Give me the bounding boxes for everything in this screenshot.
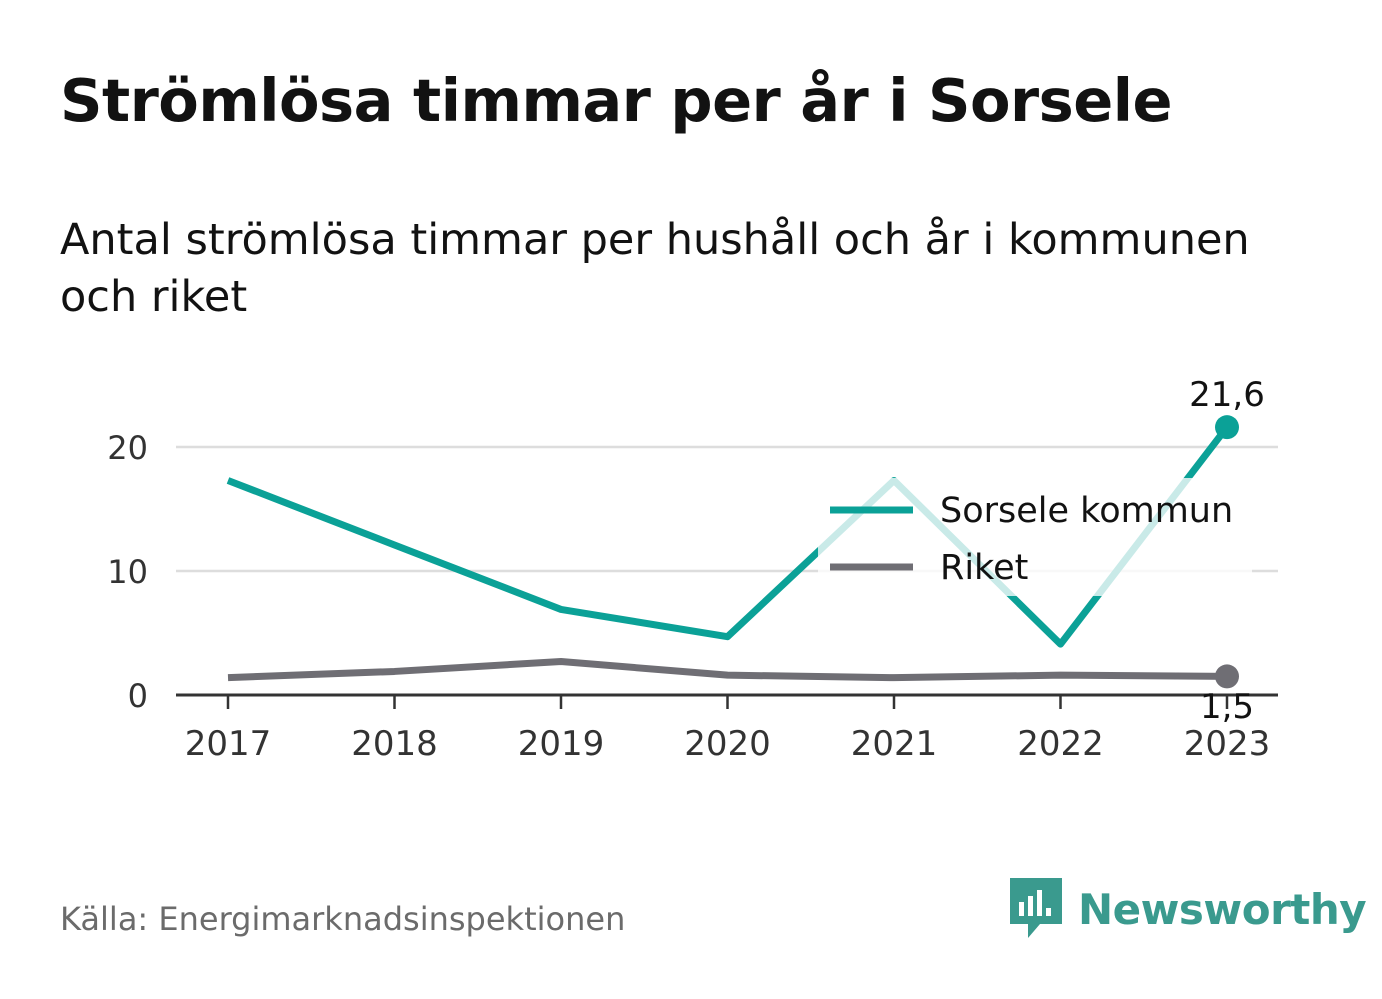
newsworthy-logo-icon — [1010, 878, 1062, 938]
series-line-sorsele — [226, 425, 1230, 648]
x-tick-label: 2022 — [1017, 724, 1104, 764]
y-tick-label: 10 — [107, 553, 148, 591]
x-axis: 2017 2018 2019 2020 2021 2022 2023 — [176, 693, 1278, 764]
legend: Sorsele kommun Riket — [818, 478, 1252, 596]
x-tick-label: 2018 — [351, 724, 438, 764]
end-label-riket: 1,5 — [1200, 687, 1254, 727]
series-end-point-sorsele — [1215, 415, 1239, 440]
y-axis-labels: 0 10 20 — [107, 429, 148, 715]
newsworthy-brand: Newsworthy — [1010, 878, 1367, 940]
series-line-riket — [227, 658, 1228, 682]
chart-subtitle: Antal strömlösa timmar per hushåll och å… — [60, 215, 1250, 322]
series-lines — [226, 415, 1239, 689]
x-tick-label: 2019 — [518, 724, 605, 764]
y-tick-label: 20 — [107, 429, 148, 467]
x-tick-label: 2017 — [185, 724, 272, 764]
x-tick-label: 2020 — [684, 724, 771, 764]
brand-name: Newsworthy — [1078, 884, 1367, 934]
x-tick-label: 2021 — [851, 724, 938, 764]
series-end-point-riket — [1215, 664, 1239, 689]
legend-background — [818, 478, 1252, 596]
end-label-sorsele: 21,6 — [1189, 375, 1265, 415]
end-labels: 21,6 1,5 — [1189, 375, 1265, 727]
chart-title: Strömlösa timmar per år i Sorsele — [60, 66, 1172, 135]
legend-label: Riket — [940, 548, 1028, 588]
source-note: Källa: Energimarknadsinspektionen — [60, 900, 626, 938]
y-tick-label: 0 — [128, 677, 148, 715]
legend-label: Sorsele kommun — [940, 491, 1233, 531]
x-tick-label: 2023 — [1184, 724, 1271, 764]
